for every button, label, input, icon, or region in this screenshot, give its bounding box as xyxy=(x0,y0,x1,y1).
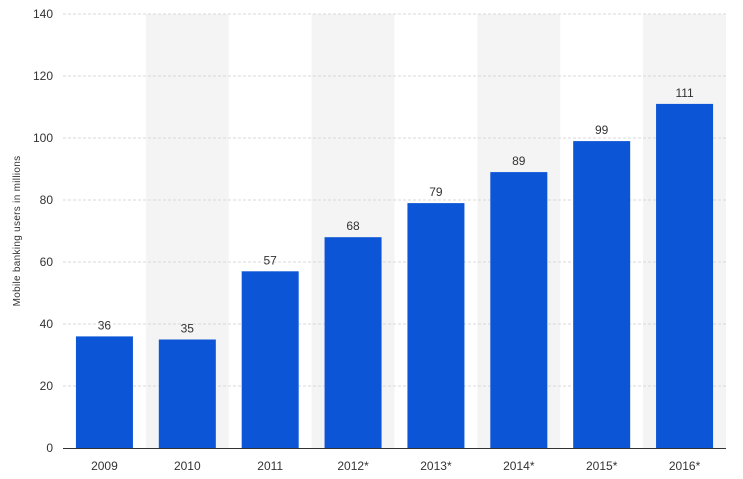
value-label: 35 xyxy=(181,322,195,336)
value-label: 68 xyxy=(346,219,360,233)
x-tick-label: 2011 xyxy=(257,459,283,473)
bar-2012* xyxy=(324,237,382,448)
y-tick-label: 0 xyxy=(46,441,53,455)
x-tick-label: 2015* xyxy=(586,459,618,473)
x-axis-ticks: 2009 2010 2011 2012* 2013* 2014* 2015* 2016* xyxy=(91,459,700,473)
value-label: 57 xyxy=(264,253,278,267)
bar-2009 xyxy=(75,336,133,448)
value-label: 36 xyxy=(98,318,112,332)
x-tick-label: 2009 xyxy=(91,459,118,473)
value-label: 99 xyxy=(595,123,609,137)
bar-2014* xyxy=(490,172,548,448)
bar-2013* xyxy=(407,203,465,448)
bar-2016* xyxy=(656,103,714,449)
y-tick-label: 60 xyxy=(40,255,54,269)
y-tick-label: 40 xyxy=(40,317,54,331)
bar-2015* xyxy=(573,141,631,448)
data-labels: 36 35 57 68 79 89 99 111 xyxy=(98,86,694,336)
value-label: 111 xyxy=(675,86,694,100)
y-axis-ticks: 0 20 40 60 80 100 120 140 xyxy=(33,7,53,455)
bars xyxy=(75,103,714,449)
x-tick-label: 2014* xyxy=(503,459,535,473)
x-tick-label: 2016* xyxy=(669,459,701,473)
x-tick-label: 2013* xyxy=(420,459,452,473)
value-label: 89 xyxy=(512,154,526,168)
y-tick-label: 20 xyxy=(40,379,54,393)
y-tick-label: 100 xyxy=(33,131,53,145)
y-axis-title: Mobile banking users in millions xyxy=(12,156,23,307)
x-tick-label: 2010 xyxy=(174,459,201,473)
y-tick-label: 80 xyxy=(40,193,54,207)
bar-2011 xyxy=(241,271,299,448)
x-tick-label: 2012* xyxy=(337,459,369,473)
y-tick-label: 120 xyxy=(33,69,53,83)
y-tick-label: 140 xyxy=(33,7,53,21)
value-label: 79 xyxy=(429,185,443,199)
bar-2010 xyxy=(158,339,216,448)
